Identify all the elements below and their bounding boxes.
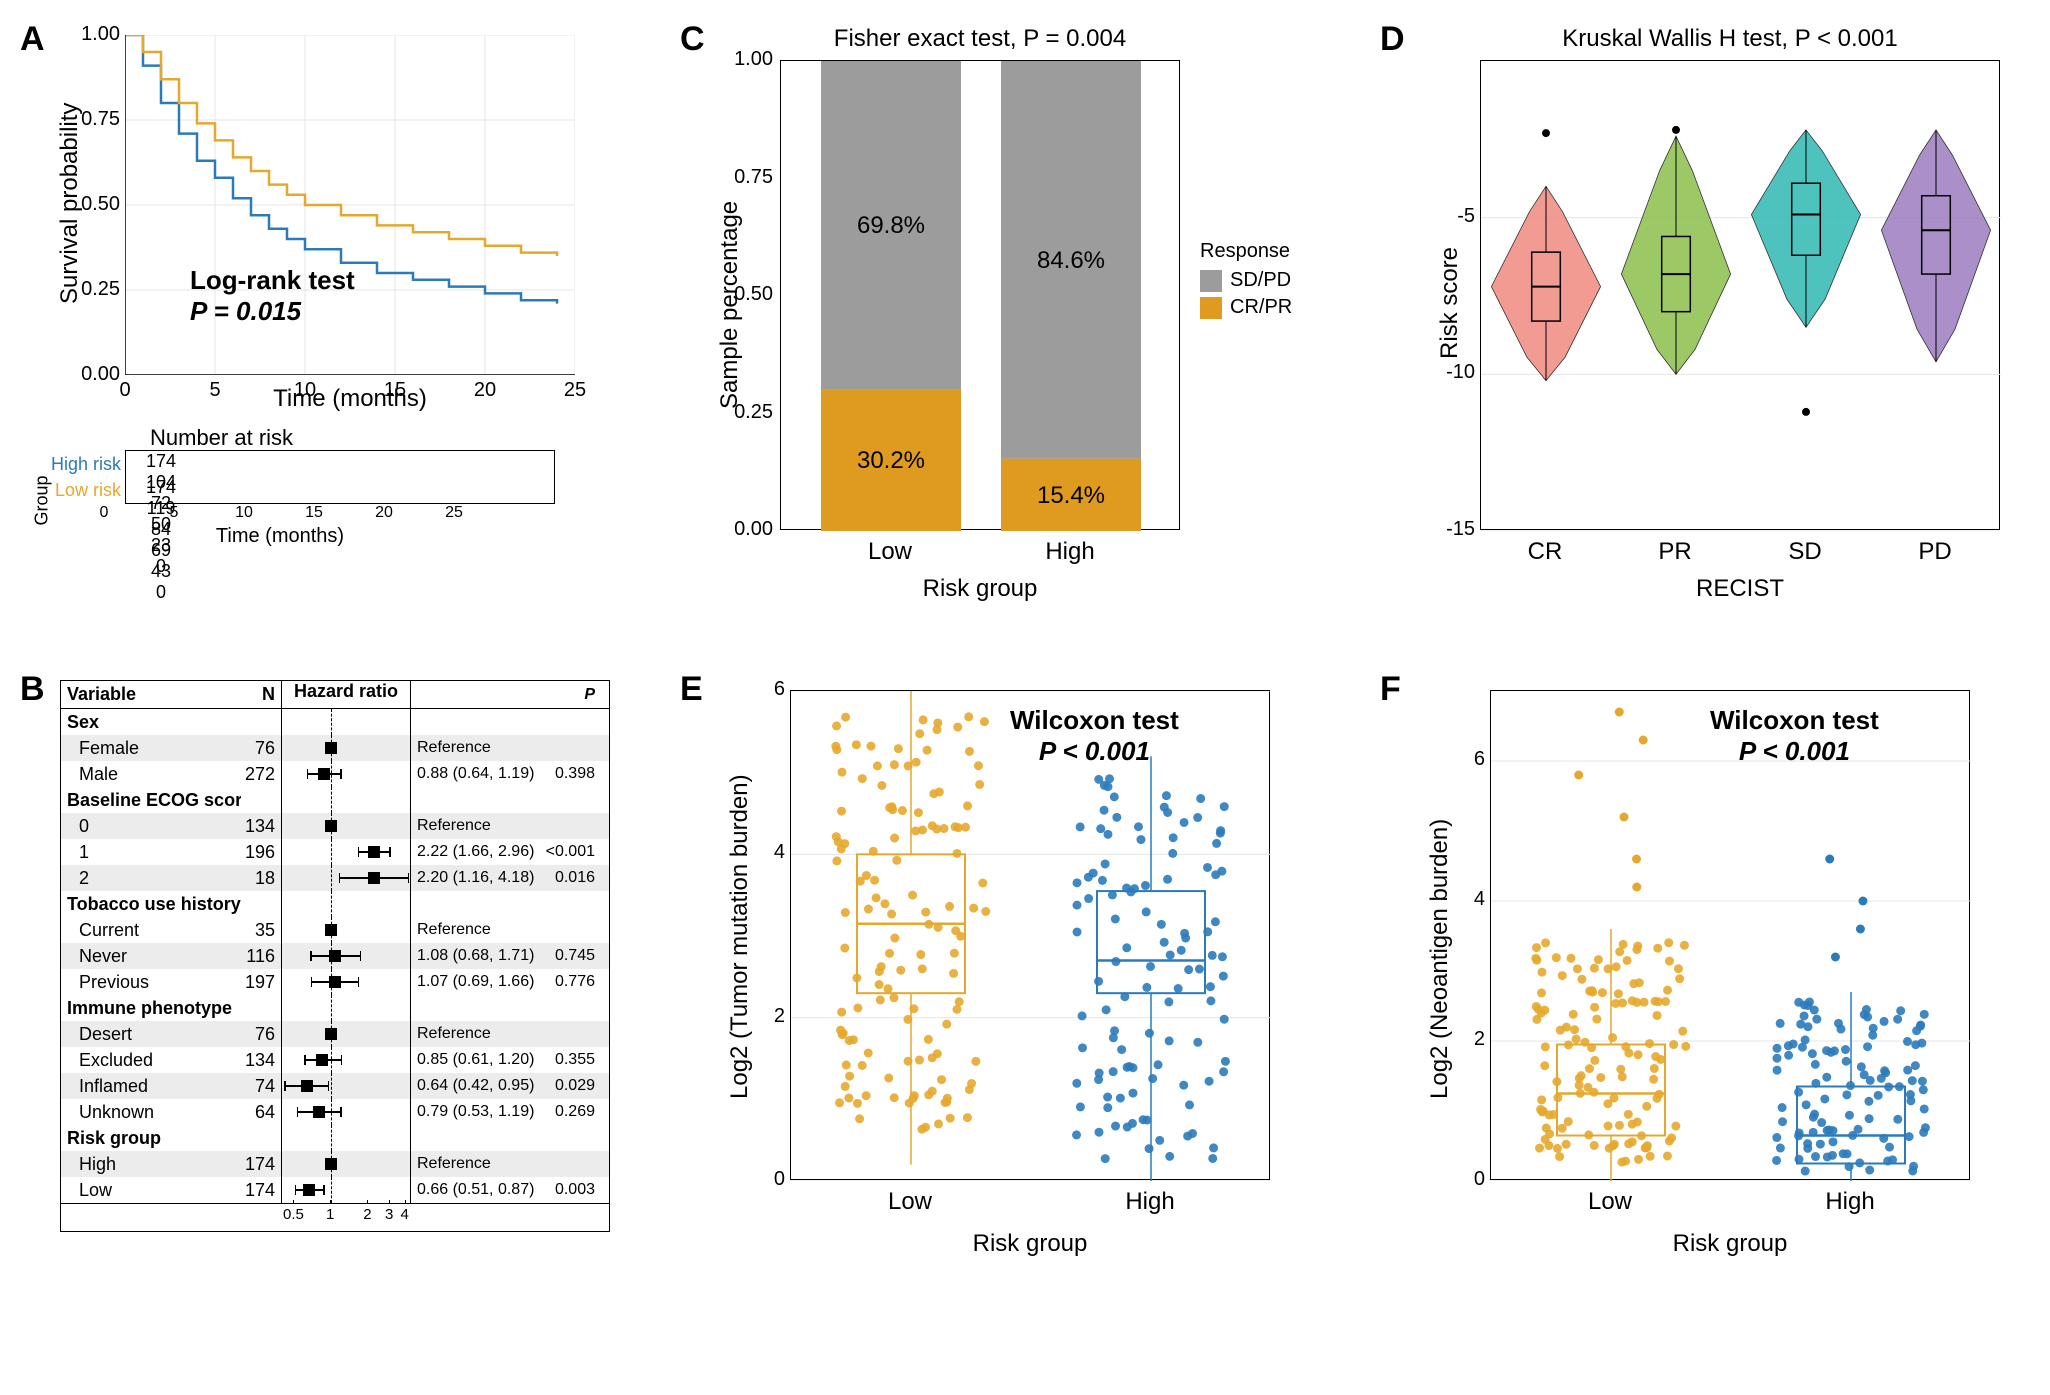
panel-a-xtick: 15 [380, 379, 410, 402]
panel-a-xtick: 20 [470, 379, 500, 402]
panel-e-ylabel: Log2 (Tumor mutation burden) [726, 779, 754, 1099]
svg-text:15.4%: 15.4% [1037, 482, 1105, 509]
panel-a-annotation: Log-rank test P = 0.015 [190, 265, 355, 327]
panel-d-label: D [1380, 20, 1405, 59]
panel-f-label: F [1380, 670, 1401, 709]
panel-a-ytick: 0.75 [75, 108, 120, 131]
panel-c-title: Fisher exact test, P = 0.004 [770, 25, 1190, 53]
panel-a-xtick: 5 [200, 379, 230, 402]
panel-a-xtick: 25 [560, 379, 590, 402]
figure-grid: A Survival probability Time (months) Log… [20, 20, 2030, 1290]
panel-a-label: A [20, 20, 45, 59]
panel-d-title: Kruskal Wallis H test, P < 0.001 [1470, 25, 1990, 53]
panel-d-plot [1480, 60, 2000, 530]
forest-table: VariableNHazard ratioPSexFemale76Referen… [60, 680, 610, 1232]
panel-c-label: C [680, 20, 705, 59]
legend-title: Response [1200, 240, 1292, 263]
panel-e-annotation: Wilcoxon test P < 0.001 [1010, 705, 1179, 767]
panel-d-xlabel: RECIST [1480, 575, 2000, 603]
panel-a-ytick: 0.25 [75, 278, 120, 301]
svg-text:30.2%: 30.2% [857, 447, 925, 474]
panel-d-ylabel: Risk score [1436, 239, 1464, 359]
panel-a-xtick: 10 [290, 379, 320, 402]
panel-f-xlabel: Risk group [1490, 1230, 1970, 1258]
svg-text:69.8%: 69.8% [857, 212, 925, 239]
panel-f-annotation: Wilcoxon test P < 0.001 [1710, 705, 1879, 767]
panel-a-xtick: 0 [110, 379, 140, 402]
panel-c-legend: Response SD/PDCR/PR [1200, 240, 1292, 323]
panel-e: E Log2 (Tumor mutation burden) Risk grou… [680, 670, 1340, 1290]
risk-table-title: Number at risk [150, 425, 293, 451]
panel-b-label: B [20, 670, 45, 709]
panel-a-ytick: 1.00 [75, 23, 120, 46]
panel-f: F Log2 (Neoantigen burden) Risk group Wi… [1380, 670, 2040, 1290]
panel-d: D Kruskal Wallis H test, P < 0.001 Risk … [1380, 20, 2040, 640]
svg-text:84.6%: 84.6% [1037, 247, 1105, 274]
panel-e-label: E [680, 670, 703, 709]
panel-c-xlabel: Risk group [780, 575, 1180, 603]
panel-a: A Survival probability Time (months) Log… [20, 20, 640, 640]
panel-a-ytick: 0.50 [75, 193, 120, 216]
panel-f-ylabel: Log2 (Neoantigen burden) [1426, 779, 1454, 1099]
panel-e-xlabel: Risk group [790, 1230, 1270, 1258]
panel-a-xlabel: Time (months) [125, 385, 575, 413]
panel-c: C Fisher exact test, P = 0.004 69.8% 30.2… [680, 20, 1340, 640]
panel-c-plot: 69.8% 30.2% 84.6% 15.4% [780, 60, 1180, 530]
risk-table-xlabel: Time (months) [65, 525, 495, 548]
panel-b: B VariableNHazard ratioPSexFemale76Refer… [20, 670, 640, 1290]
risk-table: 17410472502301741198469430High riskLow r… [65, 450, 555, 504]
